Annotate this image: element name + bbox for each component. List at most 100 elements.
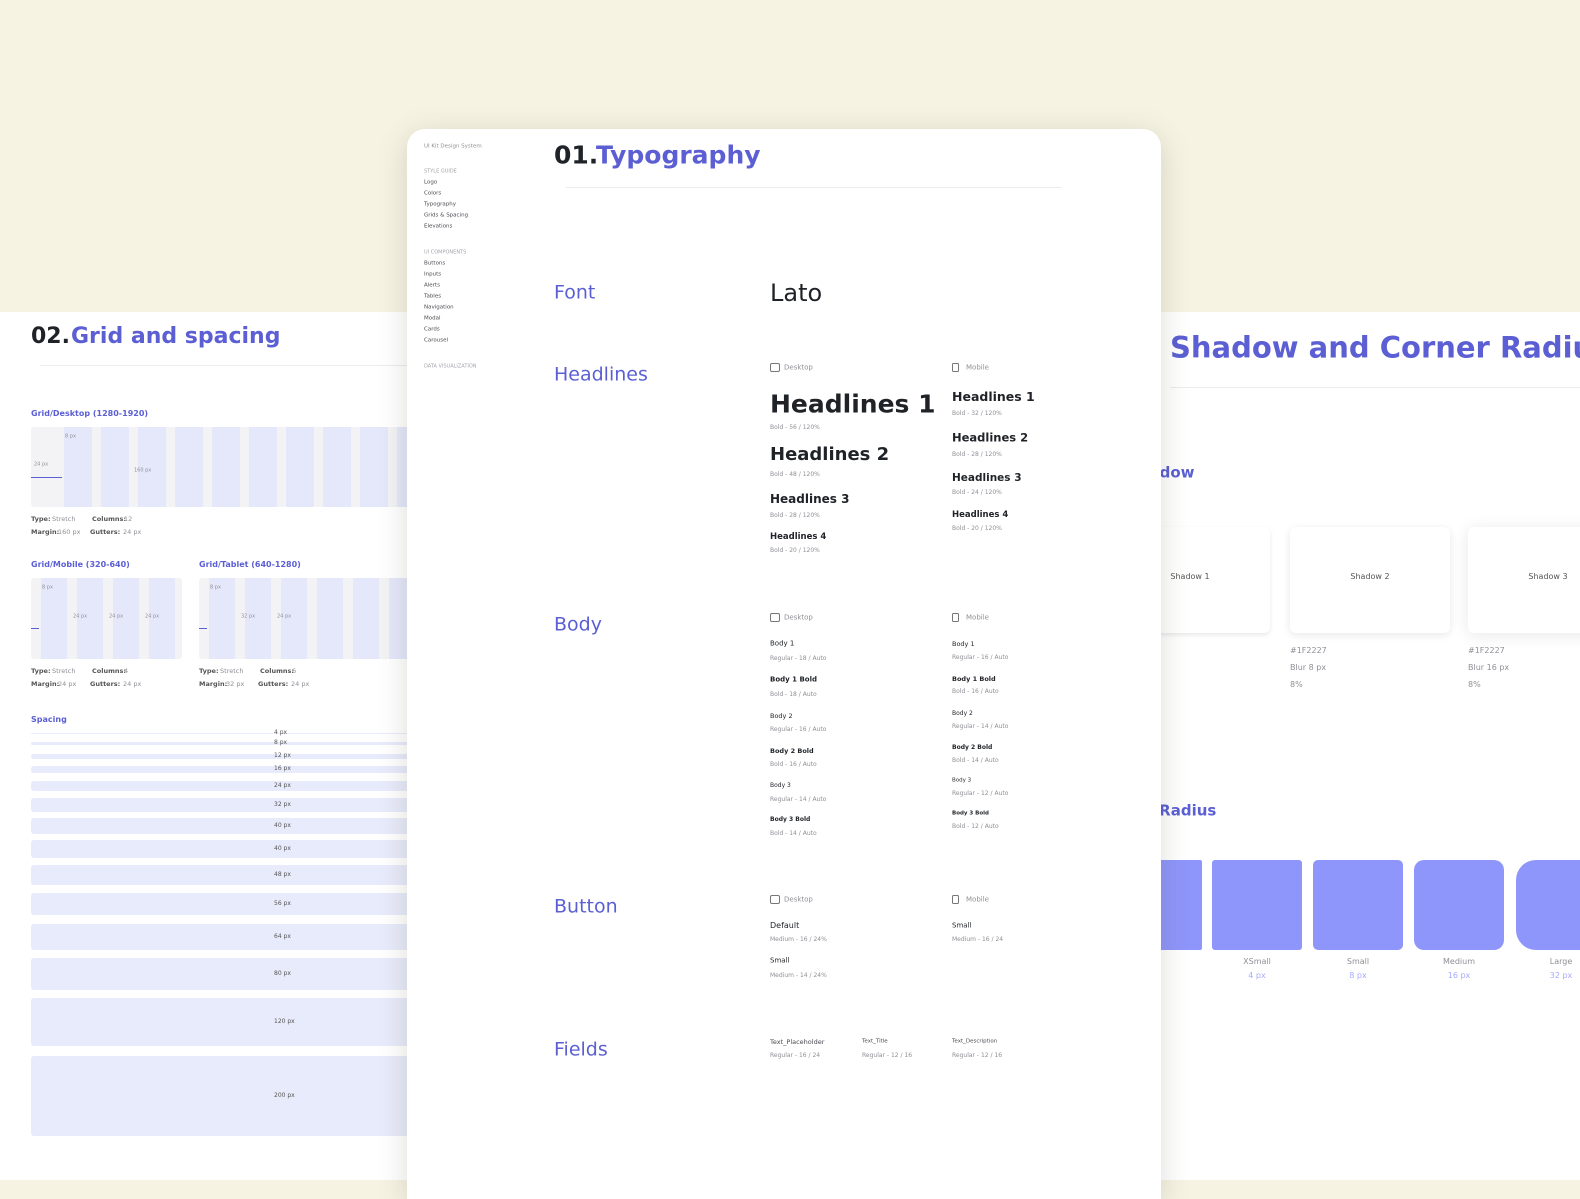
spacing-bar (31, 741, 430, 745)
style-spec: Regular - 12 / Auto (952, 790, 1009, 797)
divider (1170, 387, 1580, 388)
meta-value: 24 px (291, 679, 310, 688)
sidebar-link[interactable]: Colors (424, 190, 442, 197)
sidebar-link[interactable]: Navigation (424, 304, 454, 311)
section-title: Typography (596, 140, 761, 170)
meta-value: 160 px (58, 527, 81, 536)
grid-annotation: 24 px (34, 461, 49, 468)
style-spec: Bold - 16 / Auto (770, 761, 817, 768)
shadow-name: Shadow 1 (1170, 572, 1210, 581)
style-name: Headlines 1 (770, 389, 936, 419)
spacing-bar (31, 753, 430, 759)
spacing-bar (31, 798, 430, 812)
shadow-spec: Blur 8 px (1290, 663, 1327, 672)
shadow-card: Shadow 1 (1161, 527, 1270, 633)
spacing-label: 32 px (274, 801, 291, 808)
spacing-label: 80 px (274, 970, 291, 977)
device-label: Desktop (784, 895, 813, 904)
sidebar-link[interactable]: Alerts (424, 282, 440, 289)
meta-key: Columns: (260, 666, 294, 675)
grid-annotation: 24 px (73, 613, 88, 620)
sidebar-link[interactable]: Modal (424, 315, 441, 322)
device-label: Mobile (966, 363, 989, 372)
style-name: Body 2 Bold (952, 744, 993, 751)
grid-preview: 8 px 32 px 24 px (199, 578, 430, 659)
desktop-icon (770, 895, 780, 904)
sidebar-link[interactable]: Tables (424, 293, 442, 300)
device-label: Mobile (966, 613, 989, 622)
grid-column (212, 427, 240, 507)
style-name: Headlines 3 (770, 492, 850, 506)
style-name: Small (770, 956, 790, 965)
sidebar-link[interactable]: Typography (424, 201, 456, 208)
radius-size: 8 px (1349, 971, 1367, 980)
meta-key: Margin: (31, 527, 60, 536)
grid-column (41, 578, 67, 659)
grid-annotation: 8 px (210, 584, 221, 591)
section-label: Button (554, 895, 618, 918)
sidebar-link[interactable]: Grids & Spacing (424, 212, 469, 219)
spacing-label: 4 px (274, 729, 288, 736)
meta-value: 24 px (123, 679, 142, 688)
grid-column (286, 427, 314, 507)
radius-box (1313, 860, 1403, 950)
sidebar-link[interactable]: Inputs (424, 271, 442, 278)
sidebar-heading: STYLE GUIDE (424, 168, 457, 175)
grid-column (101, 427, 129, 507)
meta-value: 24 px (58, 679, 77, 688)
shadow-spec: 8% (1290, 680, 1303, 689)
style-name: Body 1 Bold (952, 674, 996, 683)
shadow-spec: #1F2227 (1290, 646, 1327, 655)
radius-name: Small (1346, 957, 1370, 966)
grid-column (209, 578, 235, 659)
margin-marker (31, 628, 39, 630)
grid-column (323, 427, 351, 507)
spacing-label: 56 px (274, 900, 291, 907)
grid-label: Grid/Desktop (1280-1920) (31, 409, 149, 418)
section-label: Font (554, 281, 596, 304)
grid-column (64, 427, 92, 507)
style-name: Headlines 2 (952, 430, 1029, 445)
sidebar-title: UI Kit Design System (424, 143, 482, 150)
field-spec: Regular - 16 / 24 (770, 1052, 821, 1059)
meta-key: Margin: (199, 679, 228, 688)
field-name: Text_Placeholder (770, 1037, 825, 1046)
meta-value: 32 px (226, 679, 245, 688)
spacing-label: 200 px (274, 1092, 295, 1099)
grid-column (353, 578, 379, 659)
sidebar-link[interactable]: Elevations (424, 223, 453, 230)
style-spec: Bold - 20 / 120% (770, 547, 820, 554)
section-label: Fields (554, 1038, 608, 1061)
spacing-label: 16 px (274, 765, 291, 772)
style-spec: Bold - 28 / 120% (770, 512, 820, 519)
meta-key: Type: (199, 666, 219, 675)
meta-value: 6 (292, 666, 297, 675)
style-spec: Bold - 32 / 120% (952, 410, 1002, 417)
spacing-label: 12 px (274, 752, 291, 759)
meta-key: Type: (31, 514, 51, 523)
spacing-label: 120 px (274, 1018, 295, 1025)
style-spec: Medium - 16 / 24 (952, 936, 1004, 943)
field-spec: Regular - 12 / 16 (862, 1052, 913, 1059)
section-title: Grid and spacing (71, 324, 281, 349)
grid-column (360, 427, 388, 507)
sidebar-link[interactable]: Carousel (424, 337, 448, 344)
sidebar-link[interactable]: Cards (424, 326, 440, 333)
grid-annotation: 8 px (42, 584, 53, 591)
sidebar-link[interactable]: Buttons (424, 260, 446, 267)
sidebar-link[interactable]: Logo (424, 179, 438, 186)
section-title: Shadow and Corner Radius (1170, 330, 1580, 365)
style-name: Body 3 (952, 777, 972, 784)
spacing-label: 64 px (274, 933, 291, 940)
grid-column (149, 578, 175, 659)
section-number: 02. (31, 324, 70, 349)
spacing-label: 8 px (274, 739, 288, 746)
grid-preview: 8 px 24 px 24 px 24 px (31, 578, 182, 659)
desktop-icon (770, 363, 780, 372)
grid-annotation: 160 px (134, 467, 152, 474)
subsection-title: Shadow (1161, 463, 1195, 482)
style-name: Body 1 Bold (770, 675, 818, 684)
style-spec: Bold - 18 / Auto (770, 691, 817, 698)
radius-box (1516, 860, 1580, 950)
meta-key: Columns: (92, 514, 126, 523)
